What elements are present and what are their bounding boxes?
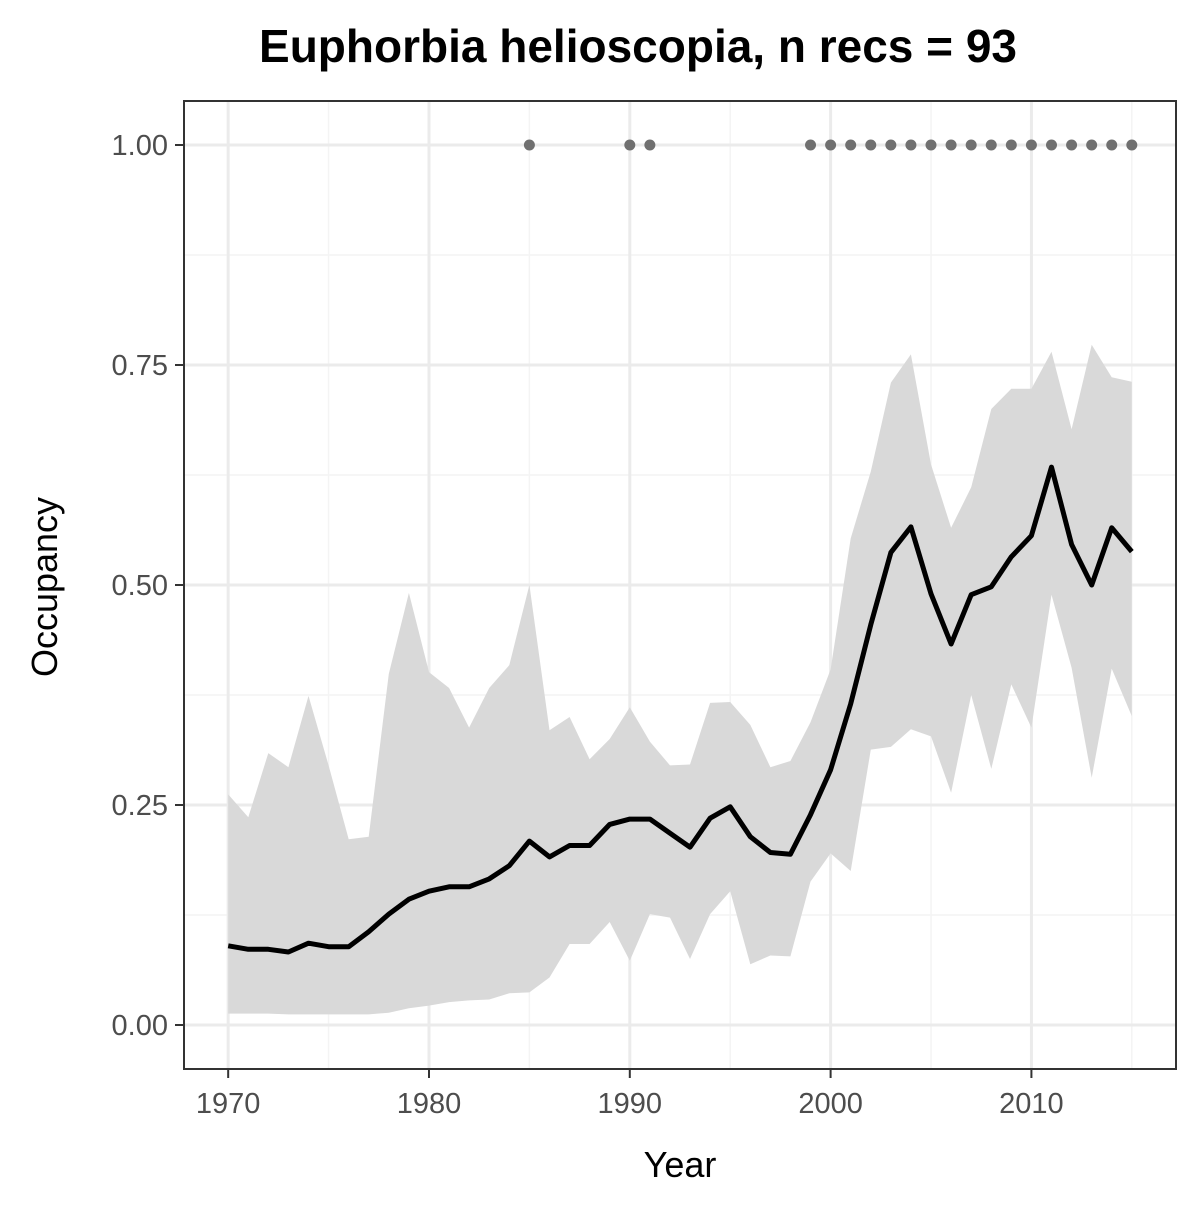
record-point — [1126, 139, 1138, 151]
x-tick-label: 1970 — [196, 1088, 261, 1120]
record-point — [825, 139, 837, 151]
x-axis-label: Year — [644, 1144, 717, 1185]
record-point — [1106, 139, 1118, 151]
y-axis-label: Occupancy — [24, 497, 65, 677]
record-point — [523, 139, 535, 151]
record-point — [865, 139, 877, 151]
y-axis: 0.00 0.25 0.50 0.75 1.00 — [112, 130, 184, 1042]
chart-title: Euphorbia helioscopia, n recs = 93 — [259, 20, 1017, 72]
record-point — [644, 139, 656, 151]
x-tick-label: 1990 — [598, 1088, 663, 1120]
record-point — [805, 139, 817, 151]
occupancy-line — [227, 464, 1134, 955]
x-tick-label: 1980 — [397, 1088, 462, 1120]
record-point — [965, 139, 977, 151]
confidence-ribbon — [228, 344, 1132, 1015]
record-point — [1025, 139, 1037, 151]
record-point — [624, 139, 636, 151]
y-tick-label: 1.00 — [112, 130, 168, 162]
record-point — [845, 139, 857, 151]
record-points-layer — [523, 139, 1138, 151]
y-tick-label: 0.25 — [112, 790, 168, 822]
record-point — [1066, 139, 1078, 151]
record-point — [945, 139, 957, 151]
record-point — [1086, 139, 1098, 151]
x-tick-label: 2010 — [999, 1088, 1064, 1120]
y-tick-label: 0.75 — [112, 350, 168, 382]
record-point — [905, 139, 917, 151]
y-tick-label: 0.50 — [112, 570, 168, 602]
confidence-ribbon-layer — [228, 344, 1132, 1015]
record-point — [985, 139, 997, 151]
occupancy-line-layer — [227, 464, 1134, 955]
x-axis: 1970 1980 1990 2000 2010 — [196, 1069, 1064, 1120]
record-point — [885, 139, 897, 151]
record-point — [1005, 139, 1017, 151]
record-point — [1045, 139, 1057, 151]
y-tick-label: 0.00 — [112, 1010, 168, 1042]
x-tick-label: 2000 — [798, 1088, 863, 1120]
record-point — [925, 139, 937, 151]
